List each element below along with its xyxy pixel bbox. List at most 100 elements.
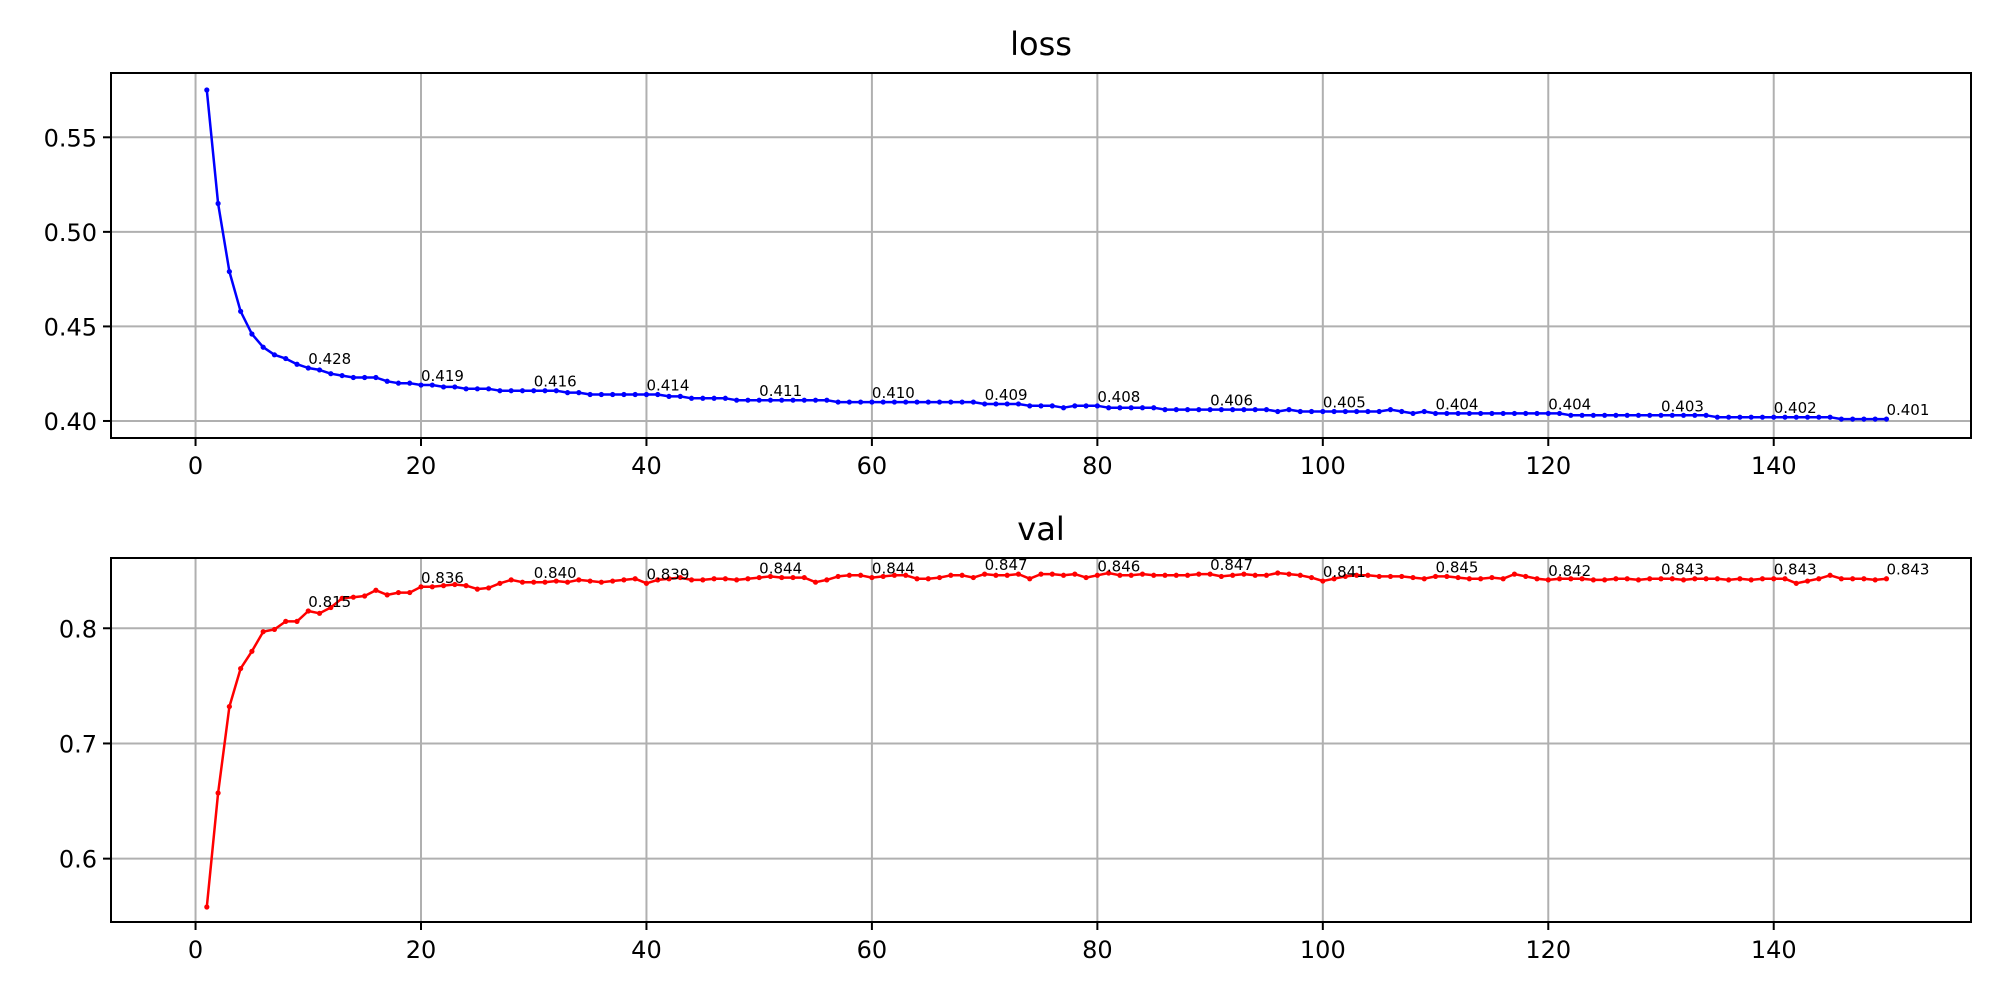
- loss-data-point: [542, 388, 548, 394]
- loss-data-point: [959, 399, 965, 405]
- val-data-point: [970, 574, 976, 581]
- loss-point-annotation: 0.414: [646, 377, 689, 395]
- loss-data-point: [1184, 407, 1191, 413]
- loss-data-point: [1275, 408, 1281, 415]
- val-data-point: [373, 587, 379, 593]
- val-data-point: [610, 578, 616, 584]
- val-data-point: [271, 626, 278, 633]
- loss-point-annotation: 0.419: [421, 367, 464, 385]
- val-data-point: [1015, 571, 1022, 577]
- val-data-point: [1173, 572, 1179, 578]
- val-data-point: [812, 579, 819, 585]
- val-data-point: [1613, 576, 1619, 582]
- loss-data-point: [688, 395, 695, 401]
- loss-data-point: [598, 391, 604, 398]
- loss-data-point: [1455, 410, 1461, 417]
- val-data-point: [1094, 572, 1100, 578]
- val-data-point: [305, 608, 311, 614]
- val-y-tick-label: 0.6: [59, 846, 97, 874]
- loss-data-point: [384, 378, 390, 384]
- val-data-point: [1060, 572, 1067, 578]
- loss-data-point: [1613, 412, 1619, 418]
- loss-point-annotation: 0.403: [1661, 397, 1704, 415]
- loss-data-point: [1083, 403, 1089, 409]
- val-data-point: [1703, 576, 1709, 582]
- loss-data-point: [722, 395, 728, 401]
- loss-data-point: [350, 374, 356, 381]
- loss-data-point: [1252, 407, 1258, 413]
- loss-plot-title: loss: [1010, 25, 1072, 63]
- loss-data-point: [339, 372, 345, 379]
- loss-data-point: [1027, 403, 1033, 409]
- val-data-point: [936, 574, 943, 581]
- val-point-annotation: 0.844: [759, 560, 802, 578]
- val-data-point: [1500, 576, 1506, 582]
- val-x-tick-label: 140: [1751, 936, 1797, 964]
- loss-data-point: [1241, 407, 1247, 413]
- loss-data-point: [824, 397, 830, 403]
- val-point-annotation: 0.842: [1548, 562, 1591, 580]
- val-data-point: [1162, 572, 1168, 578]
- loss-data-point: [1759, 414, 1766, 420]
- loss-data-point: [215, 200, 221, 207]
- loss-data-point: [1207, 407, 1213, 413]
- loss-data-point: [1545, 410, 1551, 417]
- loss-data-point: [249, 331, 255, 337]
- loss-data-point: [1816, 414, 1822, 420]
- val-point-annotation: 0.836: [421, 569, 464, 587]
- val-data-point: [316, 610, 323, 616]
- val-data-point: [1692, 576, 1698, 582]
- loss-data-point: [283, 355, 289, 362]
- val-data-point: [1838, 576, 1844, 582]
- loss-data-point: [1737, 414, 1743, 420]
- loss-data-point: [1579, 412, 1585, 418]
- val-data-point: [1647, 576, 1653, 582]
- val-data-point: [328, 604, 334, 611]
- loss-data-point: [564, 390, 571, 396]
- loss-data-point: [1196, 407, 1202, 413]
- val-data-point: [666, 576, 672, 582]
- val-data-point: [1354, 572, 1360, 578]
- loss-data-point: [407, 380, 413, 386]
- loss-data-point: [395, 380, 402, 386]
- val-data-point: [1083, 574, 1089, 581]
- loss-data-point: [429, 382, 435, 388]
- val-data-point: [779, 574, 785, 581]
- val-data-point: [1410, 574, 1416, 581]
- val-data-point: [1568, 576, 1574, 582]
- loss-data-point: [294, 361, 300, 367]
- val-data-point: [1038, 571, 1044, 577]
- loss-data-point: [1365, 408, 1371, 415]
- loss-y-tick-label: 0.40: [44, 408, 97, 436]
- val-data-point: [982, 571, 988, 577]
- val-data-point: [1184, 572, 1191, 578]
- loss-data-point: [238, 308, 244, 314]
- loss-data-point: [1128, 405, 1134, 411]
- val-data-point: [948, 572, 954, 578]
- loss-data-point: [1218, 407, 1224, 413]
- loss-data-point: [700, 395, 706, 401]
- loss-data-point: [1568, 412, 1574, 418]
- loss-data-point: [1094, 403, 1100, 409]
- val-data-point: [1297, 572, 1303, 578]
- val-data-point: [452, 581, 458, 588]
- loss-data-point: [1297, 408, 1303, 415]
- loss-data-point: [1230, 407, 1236, 413]
- val-data-point: [576, 577, 582, 583]
- val-data-point: [1861, 576, 1867, 582]
- val-point-annotation: 0.843: [1661, 561, 1704, 579]
- loss-data-point: [508, 388, 514, 394]
- val-data-point: [1196, 571, 1202, 577]
- val-data-point: [824, 577, 830, 583]
- loss-data-point: [666, 393, 672, 399]
- val-data-point: [249, 648, 255, 654]
- loss-data-point: [1342, 408, 1348, 415]
- val-data-point: [1635, 577, 1642, 583]
- loss-data-point: [1692, 412, 1698, 418]
- val-data-point: [1748, 577, 1754, 583]
- loss-data-point: [1049, 403, 1055, 409]
- val-point-annotation: 0.843: [1886, 561, 1929, 579]
- val-data-point: [553, 578, 559, 584]
- val-data-point: [1387, 573, 1394, 580]
- val-data-point: [1106, 570, 1112, 576]
